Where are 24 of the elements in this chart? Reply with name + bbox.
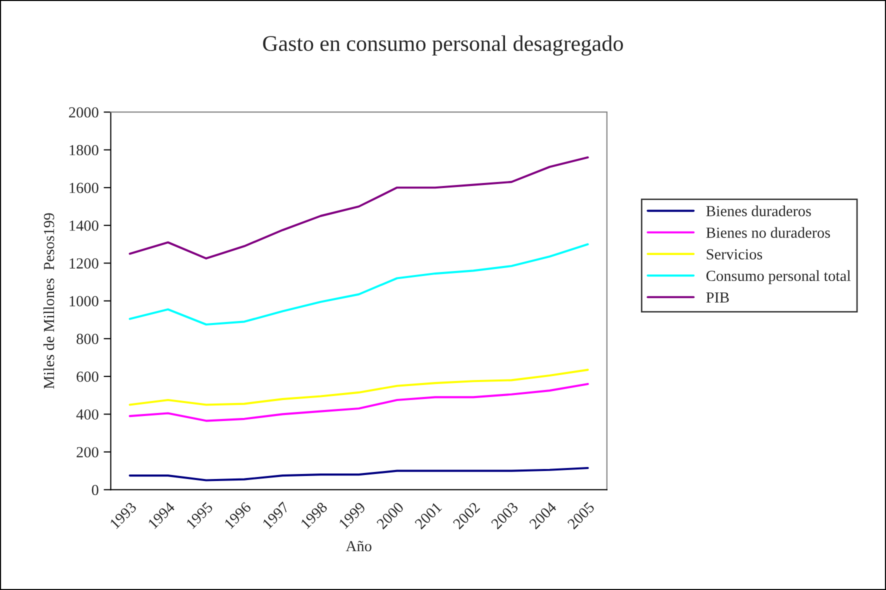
y-tick-label: 1000 [70,296,98,306]
y-tick-label: 400 [76,409,98,420]
legend-label: Bienes duraderos [706,206,811,216]
y-tick-label: 200 [76,447,98,458]
y-tick-label: 1600 [70,182,98,194]
y-axis-title: Miles de Millones Pesos199 [43,213,54,389]
y-tick-label: 600 [76,372,98,382]
y-tick-label: 800 [76,334,98,344]
y-tick-label: 1800 [70,145,98,156]
y-tick-label: 1200 [70,258,98,269]
line-series [128,156,589,260]
legend-label: Bienes no duraderos [706,227,830,238]
legend-label: PIB [706,292,729,303]
y-tick-label: 2000 [69,107,98,118]
legend-label: Servicios [706,249,762,260]
x-axis-title: Año [346,540,372,552]
line-series [128,243,589,326]
line-series [128,466,589,482]
line-series [128,382,589,422]
y-tick-label: 1400 [70,220,98,231]
y-tick-label: 0 [92,484,98,496]
line-series [128,368,589,406]
legend-label: Consumo personal total [706,270,851,284]
chart-title: Gasto en consumo personal desagregado [263,35,623,56]
